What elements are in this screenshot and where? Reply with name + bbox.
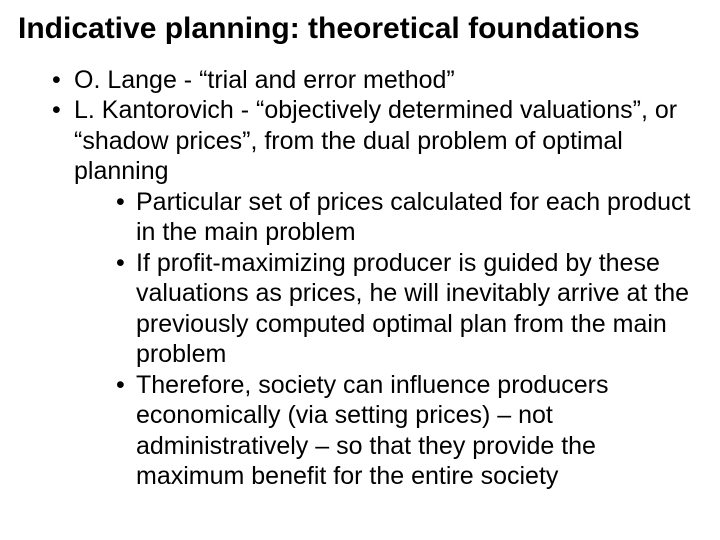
slide-title: Indicative planning: theoretical foundat…: [18, 12, 702, 47]
list-item: Particular set of prices calculated for …: [116, 187, 702, 248]
bullet-text: If profit-maximizing producer is guided …: [136, 249, 689, 369]
list-item: Therefore, society can influence produce…: [116, 370, 702, 492]
bullet-text: Therefore, society can influence produce…: [136, 371, 608, 491]
bullet-sublist: Particular set of prices calculated for …: [74, 187, 702, 492]
bullet-text: L. Kantorovich - “objectively determined…: [74, 96, 677, 185]
slide: Indicative planning: theoretical foundat…: [0, 0, 720, 540]
list-item: If profit-maximizing producer is guided …: [116, 248, 702, 370]
bullet-text: O. Lange - “trial and error method”: [74, 66, 455, 94]
bullet-list: O. Lange - “trial and error method” L. K…: [18, 65, 702, 492]
list-item: O. Lange - “trial and error method”: [52, 65, 702, 96]
bullet-text: Particular set of prices calculated for …: [136, 188, 690, 247]
list-item: L. Kantorovich - “objectively determined…: [52, 95, 702, 492]
